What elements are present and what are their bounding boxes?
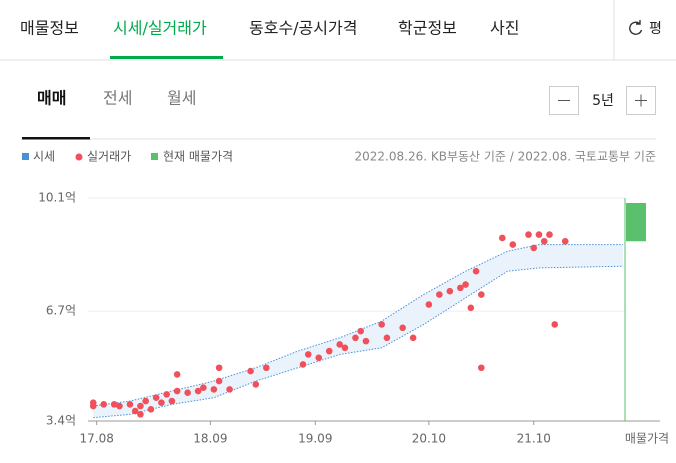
trade-point (315, 354, 323, 362)
y-tick-label: 10.1억 (38, 191, 76, 205)
trade-point (498, 234, 506, 242)
trade-point (378, 321, 385, 328)
trade-point (173, 371, 181, 378)
trade-point (210, 386, 218, 393)
trade-point (478, 364, 485, 372)
trade-point (110, 401, 118, 408)
trade-point (252, 381, 260, 388)
trade-point (131, 407, 139, 415)
trade-point (325, 347, 333, 355)
trade-point (116, 402, 123, 410)
tab[interactable]: 동호수/공시가격 (249, 19, 357, 38)
tab[interactable]: 사진 (490, 19, 519, 38)
trade-point (152, 394, 160, 402)
refresh-icon (629, 20, 643, 35)
x-tick-label: 18.09 (193, 432, 227, 446)
x-tick-label: 17.08 (80, 432, 114, 446)
trade-point (383, 334, 391, 342)
legend-label: 시세 (33, 150, 55, 164)
x-tick-label: 19.09 (298, 432, 332, 446)
trade-point (137, 402, 144, 410)
period-control: 5년 (549, 86, 656, 115)
trade-point (436, 291, 443, 298)
trade-point (137, 411, 144, 418)
trade-point (467, 304, 475, 312)
trade-point (540, 237, 548, 245)
trade-point (184, 389, 191, 397)
trade-point (409, 334, 417, 342)
tab[interactable]: 매물정보 (20, 19, 79, 38)
trade-point (362, 337, 370, 345)
trade-point (399, 324, 406, 332)
trade-point (535, 231, 543, 238)
tab-active[interactable]: 시세/실거래가 (113, 19, 207, 38)
band-lower (93, 265, 623, 419)
legend-label: 현재 매물가격 (163, 150, 233, 164)
trade-point (478, 291, 485, 298)
trade-point (147, 406, 155, 413)
trade-point (341, 344, 349, 352)
trade-point (304, 351, 312, 358)
trade-point (263, 364, 270, 372)
subtab-active[interactable]: 매매 (37, 89, 66, 108)
trade-point (168, 397, 176, 405)
trade-point (89, 402, 97, 410)
legend-swatch (151, 153, 158, 160)
trade-point (352, 334, 359, 342)
tab[interactable]: 학군정보 (398, 19, 457, 38)
trade-point (546, 231, 553, 238)
trade-point (425, 301, 433, 308)
trade-point (215, 364, 223, 372)
chart: 10.1억 6.7억 3.4억 17.08 18.09 19.09 20.10 21.10 매물… (38, 191, 669, 446)
trade-point (472, 267, 480, 275)
trade-point (194, 387, 202, 395)
trade-point (457, 284, 464, 292)
y-tick-label: 3.4억 (46, 414, 76, 428)
trade-point (462, 281, 469, 288)
tab-underline (110, 56, 223, 59)
trade-point (142, 397, 149, 405)
unit-button[interactable]: 평 (629, 20, 662, 37)
period-label: 5년 (592, 93, 614, 109)
trade-point (126, 401, 134, 408)
trade-point (215, 377, 223, 385)
trade-point (551, 321, 559, 328)
legend-swatch (75, 153, 83, 161)
legend-label: 실거래가 (87, 150, 131, 164)
trade-point (299, 361, 307, 368)
legend-swatch (22, 153, 29, 160)
trade-point (336, 341, 344, 348)
x-end-label: 매물가격 (625, 432, 669, 446)
trade-point (100, 401, 108, 408)
unit-label[interactable]: 평 (649, 21, 662, 37)
x-tick-label: 20.10 (412, 432, 446, 446)
subtab-underline (22, 137, 90, 140)
trade-point (247, 367, 254, 375)
subtab[interactable]: 월세 (167, 89, 196, 108)
trade-point (173, 387, 181, 395)
trade-point (200, 384, 207, 392)
trade-point (530, 244, 538, 252)
trade-point (357, 327, 364, 335)
trade-point (163, 391, 170, 398)
trade-point (509, 241, 517, 248)
x-tick-label: 21.10 (517, 432, 551, 446)
band-upper (93, 244, 623, 407)
trade-point (446, 287, 454, 295)
listing-range (626, 202, 646, 242)
y-tick-label: 6.7억 (46, 304, 76, 318)
trade-point (158, 399, 165, 406)
source-note: 2022.08.26. KB부동산 기준 / 2022.08. 국토교통부 기준 (355, 150, 656, 164)
subtab[interactable]: 전세 (103, 89, 132, 108)
trade-point (561, 237, 569, 245)
trade-point (525, 231, 532, 238)
trade-point (226, 386, 233, 393)
